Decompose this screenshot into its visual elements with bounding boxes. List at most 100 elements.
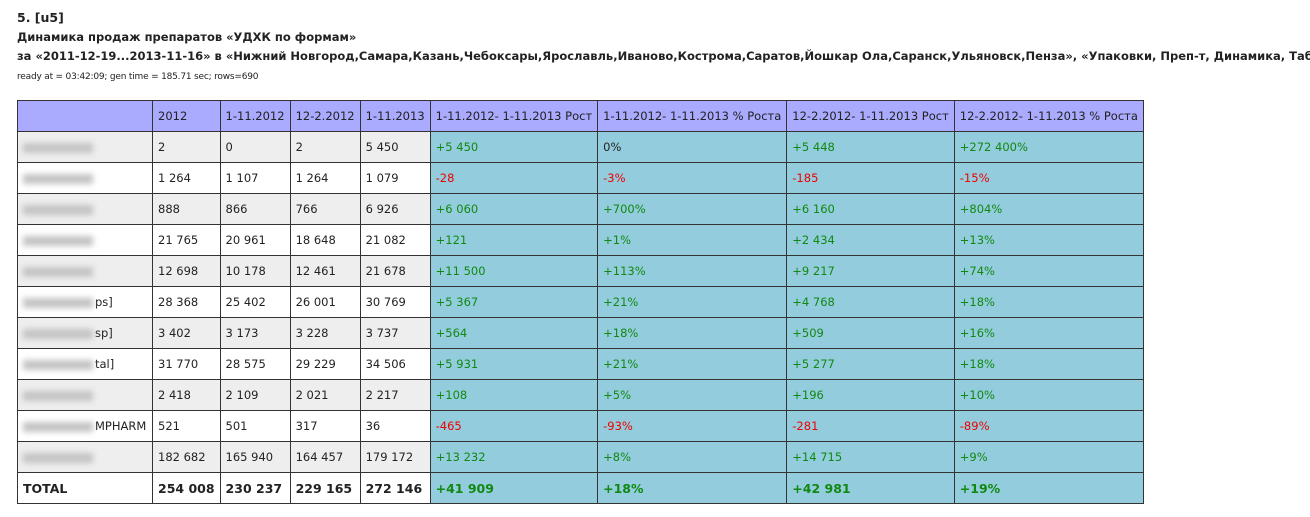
value-cell: 2 (289, 131, 361, 163)
value-cell: 229 165 (289, 472, 361, 504)
report-subtitle: за «2011-12-19...2013-11-16» в «Нижний Н… (17, 49, 1310, 63)
redacted-name (23, 235, 93, 246)
column-header: 1-11.2012- 1-11.2013 Рост (429, 100, 599, 132)
delta-cell: -465 (429, 410, 599, 442)
delta-cell: +11 500 (429, 255, 599, 287)
table-row: MPHARM 521 501 317 36 -465 -93% -281 -89% (17, 410, 1144, 442)
report-meta: ready at = 03:42:09; gen time = 185.71 s… (17, 72, 259, 82)
delta-cell: +6 060 (429, 193, 599, 225)
value-cell: 888 (152, 193, 221, 225)
column-header: 1-11.2013 (359, 100, 431, 132)
delta-cell: +564 (429, 317, 599, 349)
delta-cell: +113% (597, 255, 788, 287)
delta-cell: -3% (597, 162, 788, 194)
column-header (17, 100, 153, 132)
row-name: ps] (17, 286, 153, 318)
value-cell: 28 575 (219, 348, 291, 380)
delta-cell: +18% (597, 472, 788, 504)
value-cell: 164 457 (289, 441, 361, 473)
delta-cell: +8% (597, 441, 788, 473)
delta-cell: +9 217 (786, 255, 955, 287)
value-cell: 317 (289, 410, 361, 442)
delta-cell: +5 367 (429, 286, 599, 318)
delta-cell: -28 (429, 162, 599, 194)
delta-cell: +5% (597, 379, 788, 411)
delta-cell: +5 931 (429, 348, 599, 380)
row-name: MPHARM (17, 410, 153, 442)
redacted-name (23, 328, 93, 339)
redacted-name (23, 421, 93, 432)
delta-cell: -93% (597, 410, 788, 442)
redacted-name (23, 266, 93, 277)
delta-cell: +272 400% (953, 131, 1144, 163)
value-cell: 2 021 (289, 379, 361, 411)
value-cell: 0 (219, 131, 291, 163)
delta-cell: +509 (786, 317, 955, 349)
header-row: 2012 1-11.2012 12-2.2012 1-11.2013 1-11.2012… (17, 100, 1144, 132)
table-row: 2 418 2 109 2 021 2 217 +108 +5% +196 +10% (17, 379, 1144, 411)
value-cell: 866 (219, 193, 291, 225)
row-name: sp] (17, 317, 153, 349)
redacted-name (23, 204, 93, 215)
row-name (17, 224, 153, 256)
table-row: ps] 28 368 25 402 26 001 30 769 +5 367 +21% +4 … (17, 286, 1144, 318)
delta-cell: +41 909 (429, 472, 599, 504)
total-label: TOTAL (17, 472, 153, 504)
delta-cell: -185 (786, 162, 955, 194)
row-name-suffix: ps] (95, 295, 113, 309)
value-cell: 12 461 (289, 255, 361, 287)
delta-cell: +1% (597, 224, 788, 256)
delta-cell: +5 448 (786, 131, 955, 163)
delta-cell: +14 715 (786, 441, 955, 473)
report-number: 5. [u5] (17, 10, 64, 25)
delta-cell: +196 (786, 379, 955, 411)
redacted-name (23, 173, 93, 184)
table-row: 888 866 766 6 926 +6 060 +700% +6 160 +804% (17, 193, 1144, 225)
value-cell: 21 765 (152, 224, 221, 256)
column-header: 12-2.2012- 1-11.2013 Рост (786, 100, 955, 132)
column-header: 12-2.2012 (289, 100, 361, 132)
delta-cell: +5 450 (429, 131, 599, 163)
row-name (17, 193, 153, 225)
value-cell: 6 926 (359, 193, 431, 225)
table-row: 1 264 1 107 1 264 1 079 -28 -3% -185 -15% (17, 162, 1144, 194)
delta-cell: +13 232 (429, 441, 599, 473)
value-cell: 12 698 (152, 255, 221, 287)
delta-cell: +21% (597, 348, 788, 380)
column-header: 1-11.2012 (219, 100, 291, 132)
value-cell: 26 001 (289, 286, 361, 318)
delta-cell: -281 (786, 410, 955, 442)
value-cell: 1 264 (152, 162, 221, 194)
redacted-name (23, 359, 93, 370)
delta-cell: +16% (953, 317, 1144, 349)
delta-cell: +804% (953, 193, 1144, 225)
delta-cell: +2 434 (786, 224, 955, 256)
value-cell: 28 368 (152, 286, 221, 318)
report-title: Динамика продаж препаратов «УДХК по форм… (17, 30, 357, 44)
row-name (17, 441, 153, 473)
value-cell: 21 082 (359, 224, 431, 256)
delta-cell: +74% (953, 255, 1144, 287)
delta-cell: +6 160 (786, 193, 955, 225)
value-cell: 230 237 (219, 472, 291, 504)
table-row: 21 765 20 961 18 648 21 082 +121 +1% +2 434 +13… (17, 224, 1144, 256)
value-cell: 3 402 (152, 317, 221, 349)
value-cell: 29 229 (289, 348, 361, 380)
value-cell: 20 961 (219, 224, 291, 256)
delta-cell: +21% (597, 286, 788, 318)
value-cell: 272 146 (359, 472, 431, 504)
value-cell: 501 (219, 410, 291, 442)
value-cell: 3 737 (359, 317, 431, 349)
value-cell: 36 (359, 410, 431, 442)
value-cell: 18 648 (289, 224, 361, 256)
row-name (17, 379, 153, 411)
delta-cell: -15% (953, 162, 1144, 194)
row-name (17, 255, 153, 287)
value-cell: 31 770 (152, 348, 221, 380)
value-cell: 2 418 (152, 379, 221, 411)
column-header: 12-2.2012- 1-11.2013 % Роста (953, 100, 1144, 132)
value-cell: 182 682 (152, 441, 221, 473)
delta-cell: +19% (953, 472, 1144, 504)
value-cell: 21 678 (359, 255, 431, 287)
delta-cell: +18% (953, 286, 1144, 318)
